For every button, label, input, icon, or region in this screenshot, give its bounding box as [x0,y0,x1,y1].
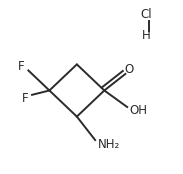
Text: H: H [142,29,151,42]
Text: NH₂: NH₂ [98,138,120,151]
Text: F: F [18,61,24,73]
Text: Cl: Cl [141,8,152,21]
Text: O: O [124,63,134,76]
Text: OH: OH [129,104,147,117]
Text: F: F [21,92,28,105]
